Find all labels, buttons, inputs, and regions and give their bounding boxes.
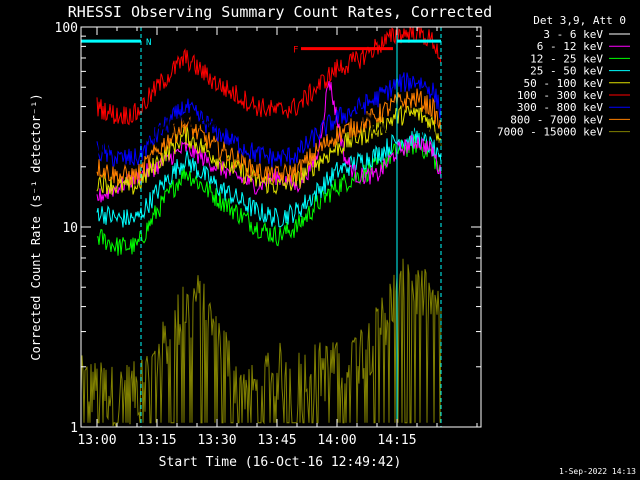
legend-label-6: 300 - 800 keV	[517, 101, 603, 114]
series-line-7	[96, 88, 442, 186]
series-line-5	[96, 27, 442, 126]
legend-label-0: 3 - 6 keV	[543, 28, 603, 41]
series-line-3	[96, 127, 442, 228]
y-tick-label-0: 1	[70, 421, 78, 436]
x-tick-label-5: 14:15	[377, 433, 416, 448]
y-tick-label-1: 10	[62, 221, 78, 236]
legend-label-1: 6 - 12 keV	[537, 40, 604, 53]
series-line-8	[81, 258, 442, 427]
series-line-0	[96, 29, 442, 155]
x-tick-label-1: 13:15	[137, 433, 176, 448]
legend-label-8: 7000 - 15000 keV	[497, 126, 603, 139]
y-axis-label: Corrected Count Rate (s⁻¹ detector⁻¹)	[29, 93, 43, 360]
legend-header: Det 3,9, Att 0	[533, 14, 626, 27]
chart-title: RHESSI Observing Summary Count Rates, Co…	[68, 3, 492, 21]
footer-timestamp: 1-Sep-2022 14:13	[559, 467, 636, 476]
x-tick-label-4: 14:00	[317, 433, 356, 448]
legend-label-4: 50 - 100 keV	[524, 77, 604, 90]
legend-label-5: 100 - 300 keV	[517, 89, 603, 102]
x-tick-label-2: 13:30	[197, 433, 236, 448]
x-tick-label-0: 13:00	[77, 433, 116, 448]
legend-label-7: 800 - 7000 keV	[510, 113, 603, 126]
y-tick-label-2: 100	[55, 21, 78, 36]
axis-layer: 13:00 13:15 13:30 13:45 14:00 14:15 1 10 100	[55, 21, 482, 448]
legend-label-2: 12 - 25 keV	[530, 52, 603, 65]
annotation-label-0: N	[146, 38, 151, 48]
x-tick-label-3: 13:45	[257, 433, 296, 448]
series-line-2	[96, 135, 442, 256]
plot-layer: NF	[81, 27, 442, 427]
x-axis-label: Start Time (16-Oct-16 12:49:42)	[159, 455, 402, 470]
legend-label-3: 25 - 50 keV	[530, 65, 603, 78]
annotation-label-2: F	[293, 46, 298, 56]
